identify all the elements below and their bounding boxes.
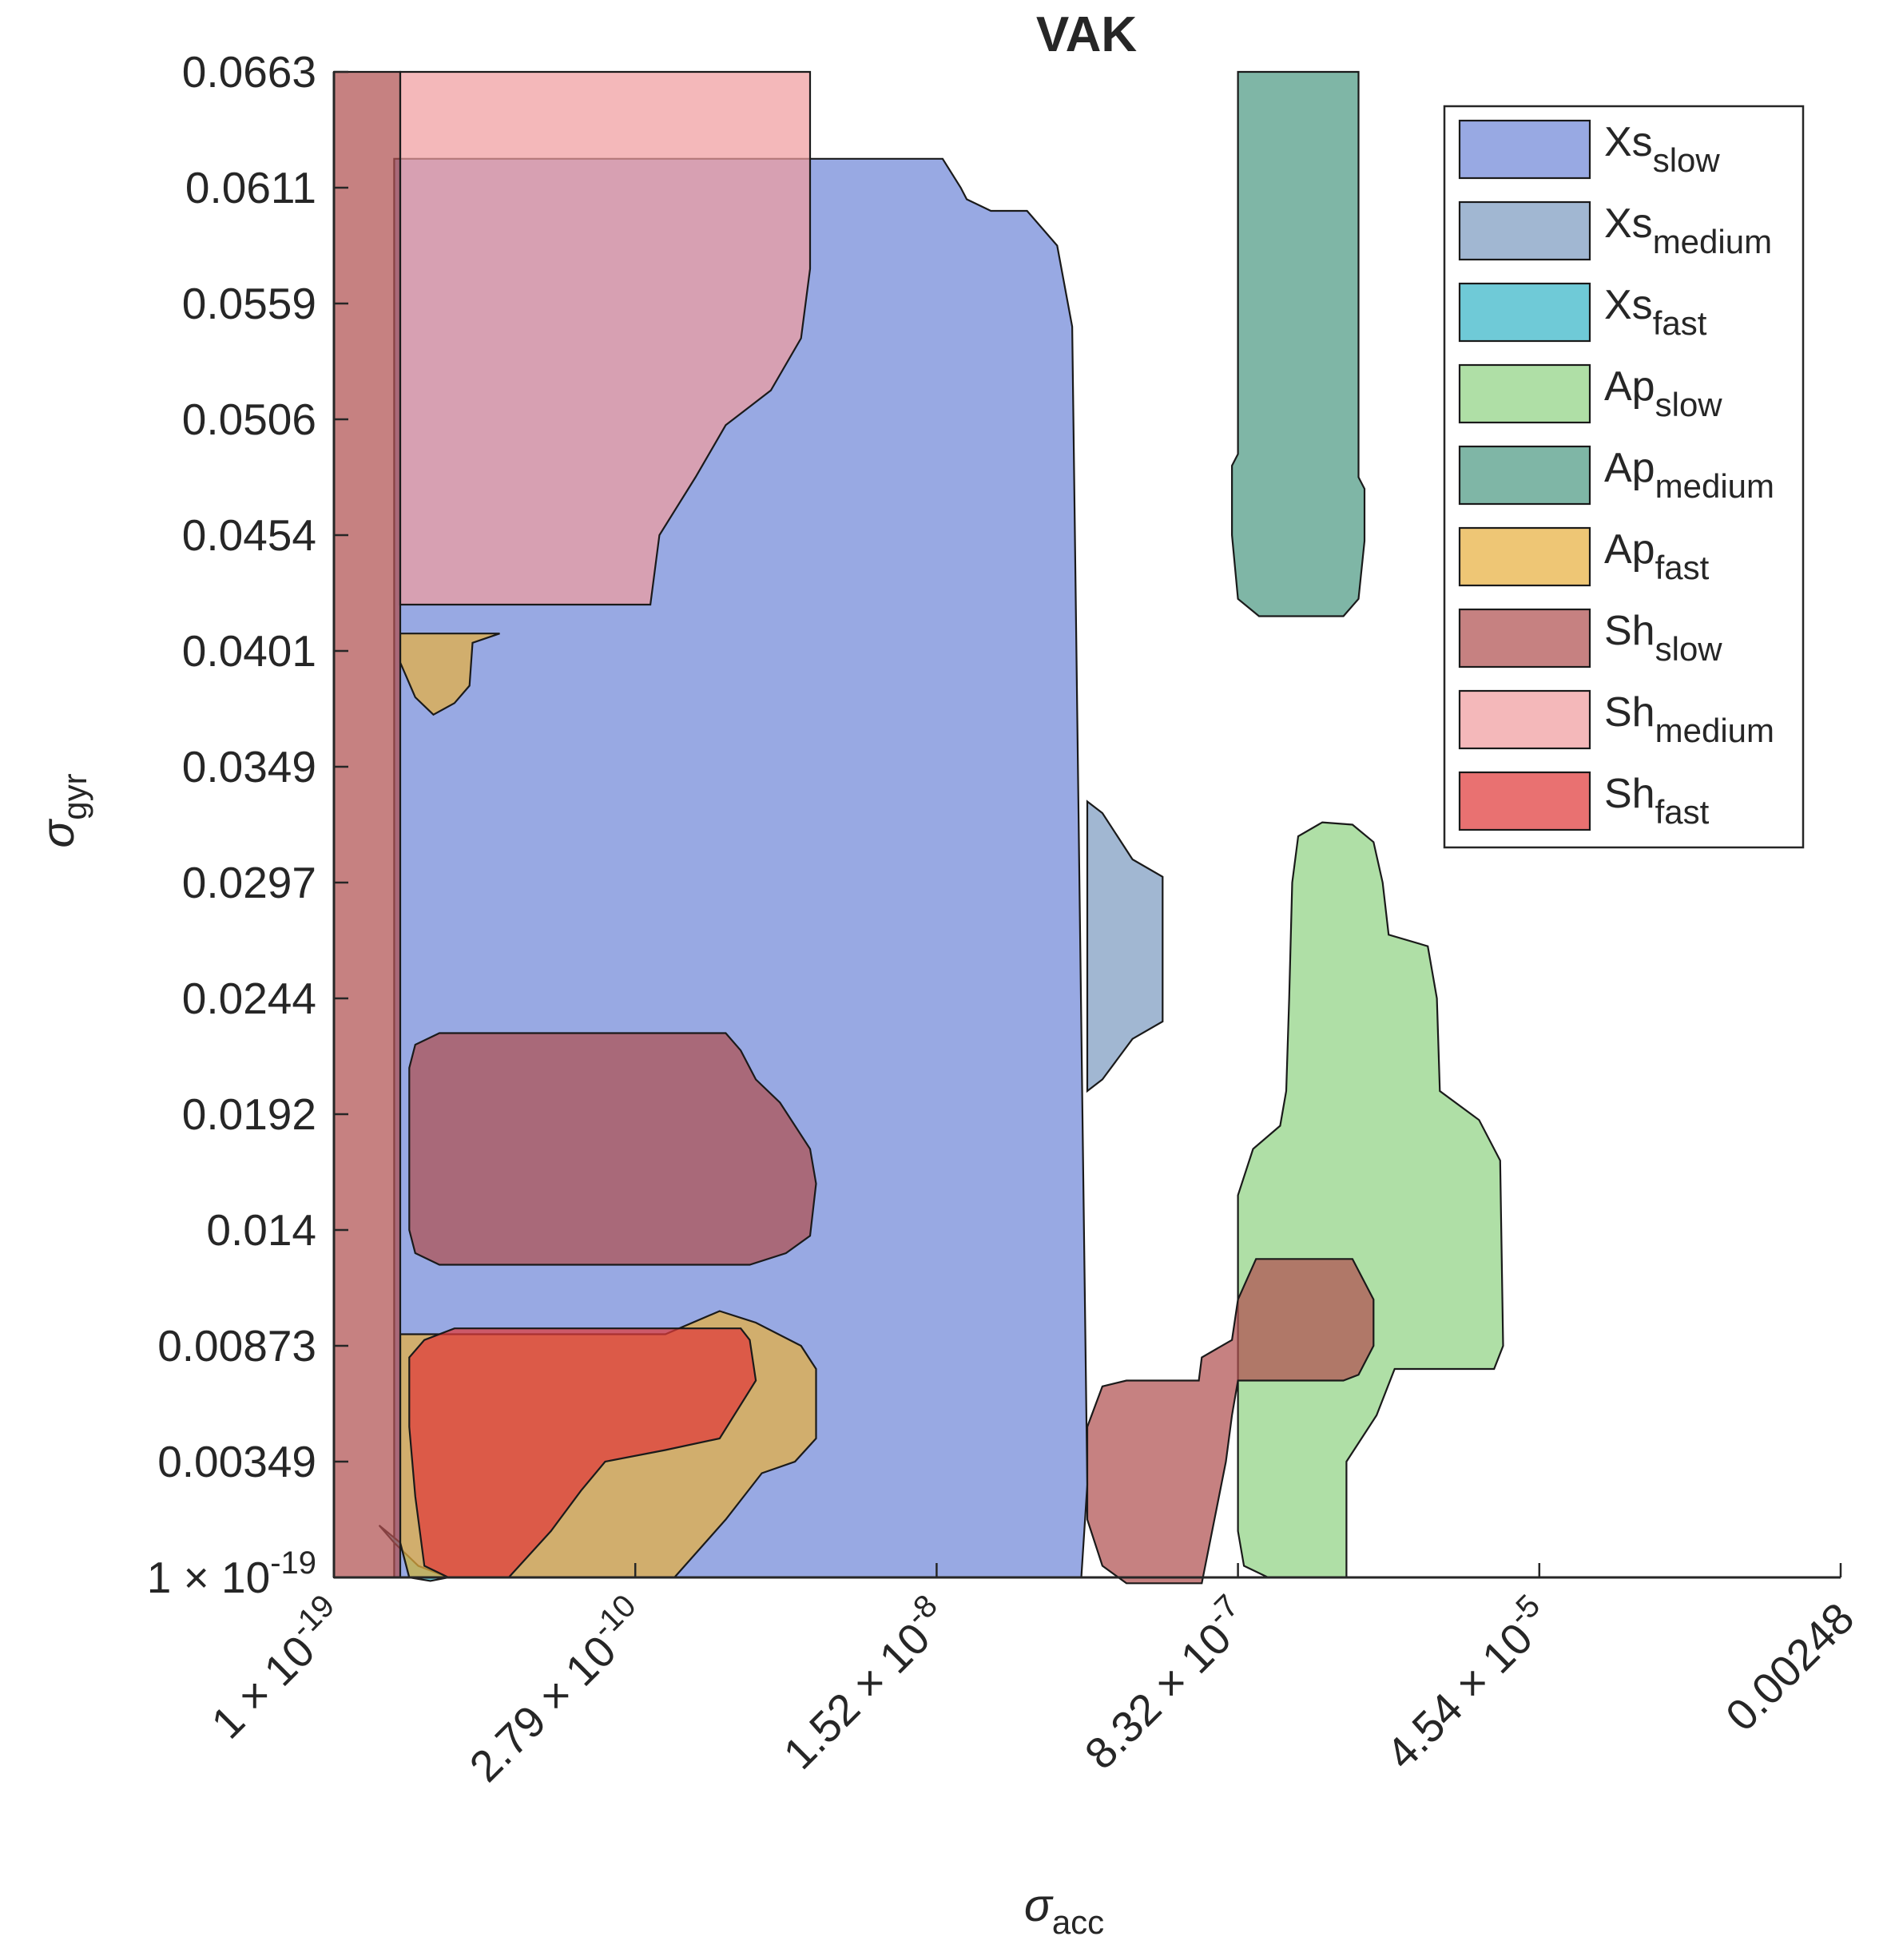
legend-label: Apfast <box>1604 526 1710 586</box>
y-tick-label: 0.0349 <box>182 742 316 792</box>
region-sh-slow-2 <box>408 1032 817 1266</box>
x-tick-label: 2.79 × 10-10 <box>455 1588 657 1791</box>
y-tick-label: 0.0663 <box>182 47 316 97</box>
y-tick-label: 0.0506 <box>182 395 316 444</box>
svg-text:1.52 × 10-8: 1.52 × 10-8 <box>769 1588 959 1779</box>
y-tick-label: 0.00873 <box>157 1321 316 1371</box>
legend-label: Shfast <box>1604 771 1710 831</box>
legend-label: Apslow <box>1604 363 1722 423</box>
region-sh-slow-3 <box>1086 1258 1375 1585</box>
y-tick-label: 1 × 10-19 <box>147 1545 316 1602</box>
region-ap-medium-1 <box>1230 70 1366 617</box>
legend-swatch <box>1458 771 1591 831</box>
legend-label: Apmedium <box>1604 445 1774 505</box>
y-tick-label: 0.0559 <box>182 279 316 328</box>
region-ap-slow-1 <box>1237 821 1504 1579</box>
legend: Xsslow Xsmedium Xsfast Apslow Apmedium Apfast… <box>1443 105 1805 849</box>
legend-label: Xsslow <box>1604 119 1720 179</box>
legend-label: Xsfast <box>1604 282 1707 342</box>
y-tick-label: 0.0297 <box>182 858 316 907</box>
legend-item-ap-fast: Apfast <box>1458 526 1710 587</box>
svg-text:8.32 × 10-7: 8.32 × 10-7 <box>1070 1588 1261 1779</box>
x-tick-label: 8.32 × 10-7 <box>1070 1588 1261 1779</box>
x-tick-label: 4.54 × 10-5 <box>1372 1588 1563 1779</box>
x-tick-label: 1.52 × 10-8 <box>769 1588 959 1779</box>
legend-item-ap-slow: Apslow <box>1458 363 1722 424</box>
region-sh-medium-1 <box>399 70 812 606</box>
svg-text:2.79 × 10-10: 2.79 × 10-10 <box>455 1588 657 1791</box>
legend-item-sh-medium: Shmedium <box>1458 689 1774 750</box>
legend-swatch <box>1458 200 1591 261</box>
legend-swatch <box>1458 608 1591 669</box>
legend-swatch <box>1458 445 1591 506</box>
svg-text:1 × 10-19: 1 × 10-19 <box>197 1588 356 1748</box>
legend-label: Shmedium <box>1604 689 1774 749</box>
y-tick-label: 0.014 <box>206 1205 316 1255</box>
x-tick-label: 1 × 10-19 <box>197 1588 356 1748</box>
legend-item-xs-medium: Xsmedium <box>1458 200 1772 261</box>
y-tick-label: 0.0454 <box>182 510 316 560</box>
plot-regions <box>332 70 1504 1585</box>
legend-item-sh-slow: Shslow <box>1458 608 1722 669</box>
y-axis-label: σgyr <box>32 773 93 847</box>
region-xs-medium-1 <box>1086 799 1164 1093</box>
x-axis-label-symbol: σ <box>1024 1879 1054 1931</box>
y-axis-label-sub: gyr <box>56 773 93 819</box>
legend-item-sh-fast: Shfast <box>1458 771 1710 831</box>
y-tick-label: 0.00349 <box>157 1437 316 1486</box>
legend-swatch <box>1458 282 1591 343</box>
svg-text:σgyr: σgyr <box>32 773 93 847</box>
region-sh-slow-1 <box>332 70 402 1579</box>
legend-swatch <box>1458 689 1591 750</box>
x-axis-label-sub: acc <box>1052 1903 1104 1941</box>
region-sh-fast-1 <box>408 1327 757 1579</box>
svg-text:4.54 × 10-5: 4.54 × 10-5 <box>1372 1588 1563 1779</box>
svg-text:0.00248: 0.00248 <box>1716 1593 1863 1740</box>
legend-item-xs-slow: Xsslow <box>1458 119 1720 180</box>
y-tick-label: 0.0244 <box>182 974 316 1023</box>
x-axis-label: σacc <box>1024 1879 1104 1941</box>
y-tick-label: 0.0401 <box>182 626 316 676</box>
legend-item-ap-medium: Apmedium <box>1458 445 1774 506</box>
x-tick-label: 0.00248 <box>1716 1593 1863 1740</box>
region-ap-fast-1 <box>399 633 500 716</box>
legend-label: Xsmedium <box>1604 200 1772 260</box>
legend-swatch <box>1458 119 1591 180</box>
chart-title: VAK <box>1036 7 1138 62</box>
legend-swatch <box>1458 526 1591 587</box>
legend-swatch <box>1458 363 1591 424</box>
legend-item-xs-fast: Xsfast <box>1458 282 1707 343</box>
y-tick-label: 0.0192 <box>182 1089 316 1139</box>
legend-label: Shslow <box>1604 608 1722 668</box>
svg-text:σacc: σacc <box>1024 1879 1104 1941</box>
y-tick-label: 0.0611 <box>185 163 316 212</box>
y-axis-label-symbol: σ <box>32 819 84 848</box>
